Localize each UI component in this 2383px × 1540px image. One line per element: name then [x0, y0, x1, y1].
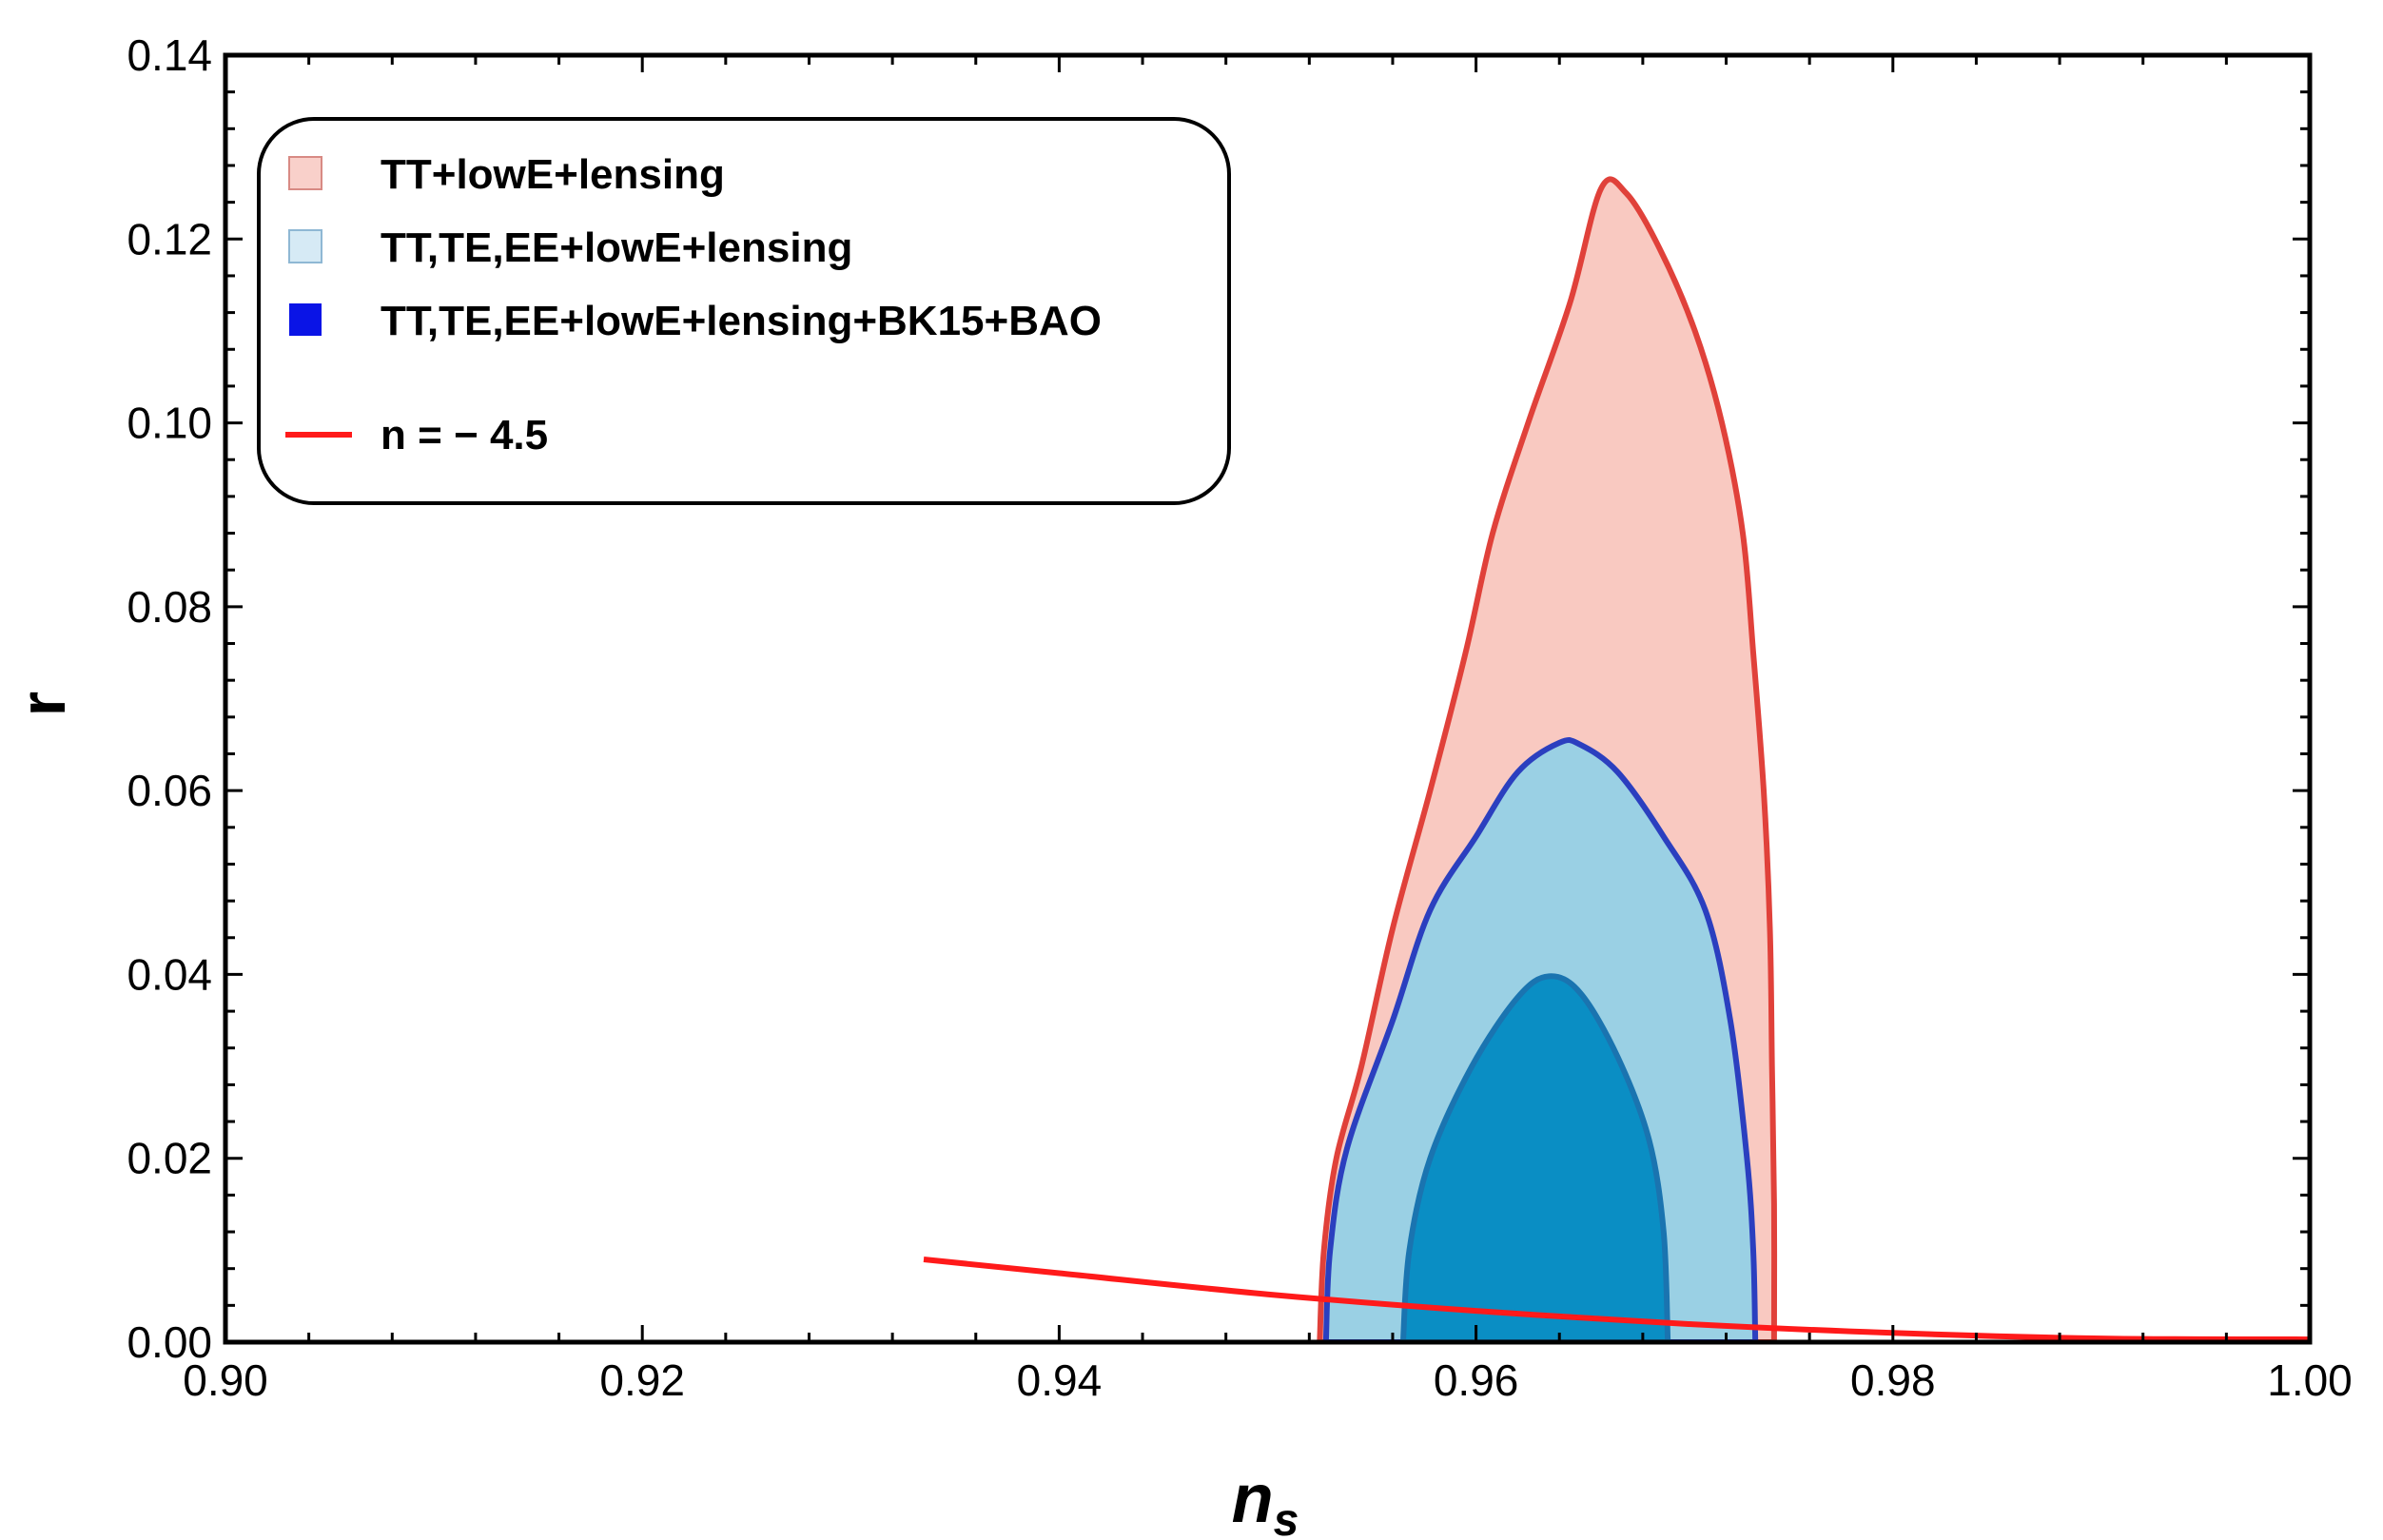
y-axis-title: r — [7, 692, 79, 716]
x-tick-label: 0.90 — [183, 1355, 268, 1405]
legend-label-tt-te-ee: TT,TE,EE+lowE+lensing — [381, 224, 852, 271]
plot-area — [923, 176, 2310, 1342]
y-tick-label: 0.12 — [127, 214, 212, 263]
y-tick-label: 0.02 — [127, 1134, 212, 1183]
legend-label-bk15-bao: TT,TE,EE+lowE+lensing+BK15+BAO — [381, 298, 1102, 344]
y-tick-label: 0.14 — [127, 30, 212, 80]
y-tick-label: 0.06 — [127, 766, 212, 815]
legend-swatch-tt-lowe-lensing — [288, 156, 322, 190]
y-tick-label: 0.08 — [127, 582, 212, 632]
x-axis-title-sub: s — [1274, 1495, 1299, 1540]
x-axis-title-main: n — [1232, 1461, 1274, 1537]
x-axis-title: ns — [1232, 1461, 1299, 1540]
axes: 0.90 0.92 0.94 0.96 0.98 1.00 0.00 0.02 0.04 0.06… — [127, 30, 2352, 1405]
legend-swatch-tt-te-ee — [288, 229, 322, 263]
x-tick-label: 0.98 — [1850, 1355, 1936, 1405]
curve-n-4-5 — [923, 1257, 2310, 1342]
y-tick-label: 0.04 — [127, 949, 212, 999]
legend-box — [257, 117, 1231, 505]
x-tick-label: 0.96 — [1434, 1355, 1519, 1405]
legend-label-n-line: n = − 4.5 — [381, 412, 548, 458]
plot-frame — [223, 52, 2313, 1345]
y-tick-label: 0.00 — [127, 1317, 212, 1367]
legend-swatch-bk15-bao — [289, 303, 322, 336]
legend-label-tt-lowe-lensing: TT+lowE+lensing — [381, 151, 725, 198]
x-tick-label: 0.94 — [1017, 1355, 1103, 1405]
y-tick-label: 0.10 — [127, 399, 212, 448]
legend: TT+lowE+lensing TT,TE,EE+lowE+lensing TT… — [257, 117, 1231, 505]
x-tick-label: 1.00 — [2267, 1355, 2353, 1405]
contour-tt-te-ee-lowe-lensing-bk15-bao — [1399, 973, 1671, 1342]
x-tick-label: 0.92 — [599, 1355, 685, 1405]
